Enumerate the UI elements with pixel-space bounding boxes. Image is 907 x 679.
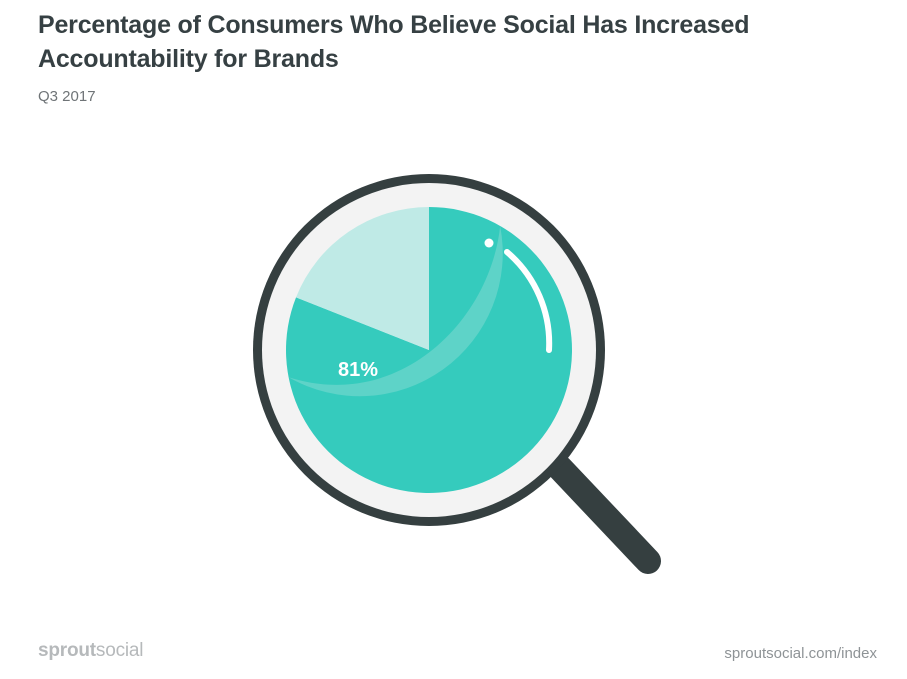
pie (286, 207, 572, 493)
chart-subtitle: Q3 2017 (38, 88, 96, 105)
glare-dot (484, 238, 494, 248)
brand-logo-light: social (95, 640, 144, 661)
chart-title: Percentage of Consumers Who Believe Soci… (38, 11, 750, 73)
brand-logo-strong: sprout (38, 640, 96, 661)
magnifier-handle (547, 455, 661, 574)
lens-shade (288, 225, 503, 397)
pie-slice-1 (296, 207, 429, 350)
slice-label: 81% (338, 359, 378, 381)
brand-logo: sproutsocial (38, 640, 143, 662)
glare-arc (504, 249, 553, 353)
source-url: sproutsocial.com/index (724, 645, 877, 662)
